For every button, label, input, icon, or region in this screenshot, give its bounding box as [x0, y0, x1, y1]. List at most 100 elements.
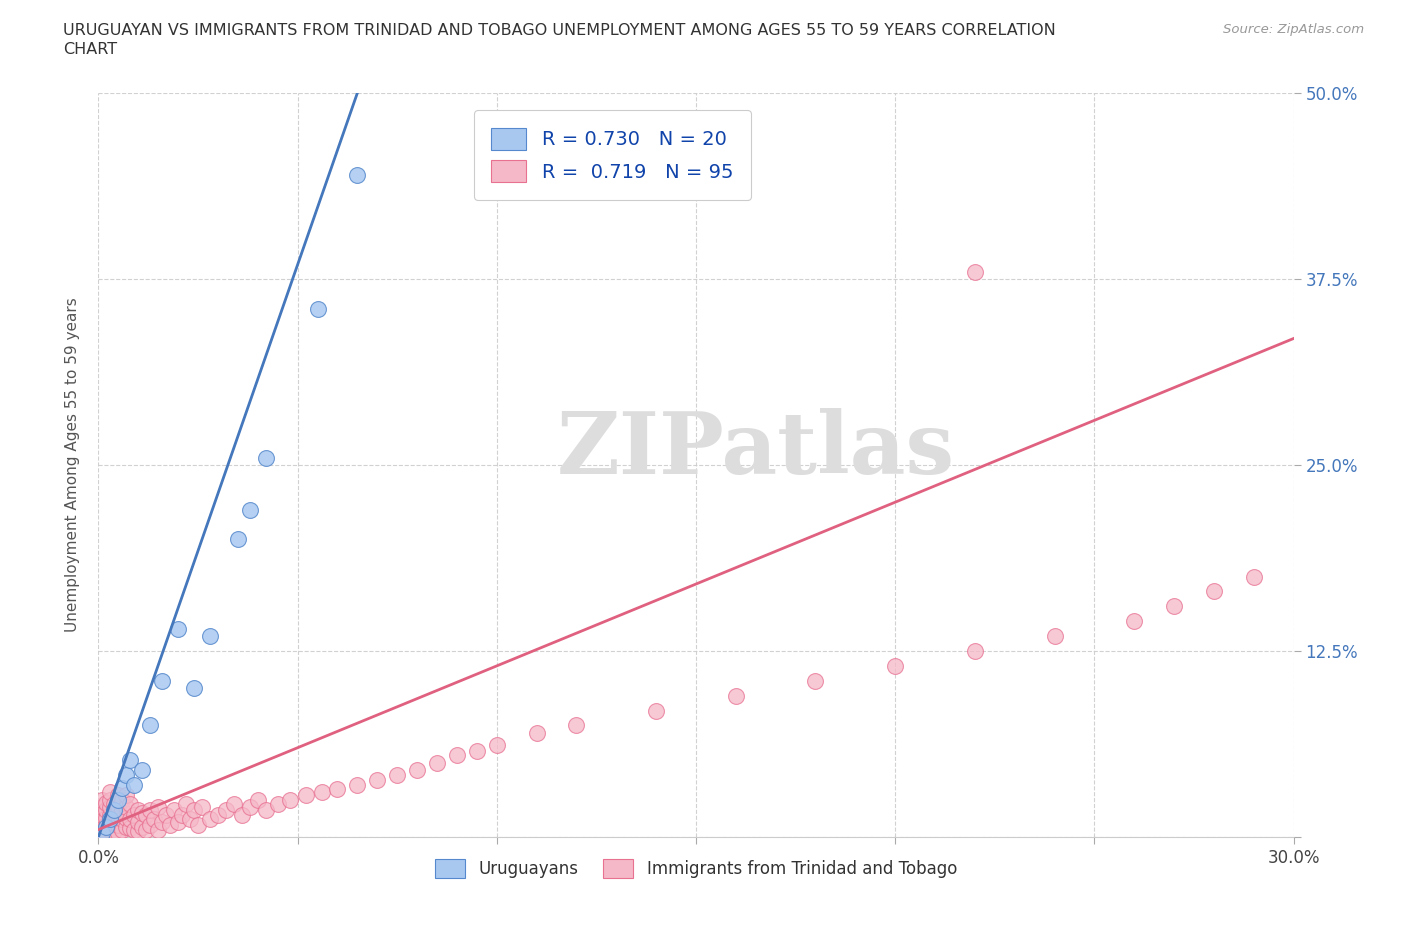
Point	[91, 792, 114, 807]
Point	[131, 763, 153, 777]
Point	[103, 803, 125, 817]
Point	[91, 807, 114, 822]
Point	[120, 820, 142, 835]
Point	[91, 815, 114, 830]
Point	[963, 264, 986, 279]
Point	[115, 767, 138, 782]
Text: CHART: CHART	[63, 42, 117, 57]
Point	[226, 532, 249, 547]
Point	[98, 815, 122, 830]
Point	[127, 803, 149, 817]
Point	[179, 812, 201, 827]
Point	[198, 629, 221, 644]
Point	[120, 752, 142, 767]
Point	[246, 792, 269, 807]
Text: URUGUAYAN VS IMMIGRANTS FROM TRINIDAD AND TOBAGO UNEMPLOYMENT AMONG AGES 55 TO 5: URUGUAYAN VS IMMIGRANTS FROM TRINIDAD AN…	[63, 23, 1056, 38]
Point	[143, 812, 166, 827]
Point	[124, 807, 146, 822]
Point	[96, 810, 118, 825]
Point	[115, 819, 138, 834]
Point	[385, 767, 409, 782]
Point	[96, 817, 118, 832]
Point	[1243, 569, 1265, 584]
Point	[254, 450, 277, 465]
Point	[239, 800, 262, 815]
Point	[107, 788, 129, 803]
Point	[98, 800, 122, 815]
Point	[148, 800, 170, 815]
Legend: Uruguayans, Immigrants from Trinidad and Tobago: Uruguayans, Immigrants from Trinidad and…	[429, 852, 963, 884]
Point	[103, 797, 125, 812]
Point	[131, 819, 153, 834]
Point	[172, 807, 194, 822]
Point	[311, 785, 333, 800]
Point	[565, 718, 588, 733]
Point	[198, 812, 221, 827]
Point	[963, 644, 986, 658]
Point	[107, 825, 129, 840]
Point	[163, 803, 186, 817]
Point	[111, 792, 134, 807]
Point	[91, 825, 114, 840]
Point	[1123, 614, 1146, 629]
Point	[103, 824, 125, 839]
Point	[107, 800, 129, 815]
Point	[135, 822, 157, 837]
Point	[127, 824, 149, 839]
Point	[294, 788, 316, 803]
Point	[107, 809, 129, 824]
Point	[465, 743, 488, 758]
Point	[326, 782, 349, 797]
Point	[96, 819, 118, 834]
Point	[96, 825, 118, 840]
Point	[174, 797, 197, 812]
Point	[207, 807, 229, 822]
Point	[115, 788, 138, 803]
Point	[120, 812, 142, 827]
Point	[278, 792, 301, 807]
Point	[98, 785, 122, 800]
Point	[183, 681, 205, 696]
Point	[98, 807, 122, 822]
Text: Source: ZipAtlas.com: Source: ZipAtlas.com	[1223, 23, 1364, 36]
Point	[1202, 584, 1225, 599]
Point	[124, 777, 146, 792]
Text: ZIPatlas: ZIPatlas	[557, 408, 955, 492]
Point	[91, 800, 114, 815]
Point	[107, 792, 129, 807]
Point	[111, 803, 134, 817]
Point	[645, 703, 668, 718]
Point	[167, 815, 190, 830]
Point	[346, 167, 368, 182]
Point	[98, 792, 122, 807]
Point	[111, 812, 134, 827]
Point	[111, 780, 134, 795]
Point	[724, 688, 747, 703]
Point	[124, 822, 146, 837]
Point	[98, 812, 122, 827]
Point	[239, 502, 262, 517]
Point	[103, 805, 125, 820]
Point	[526, 725, 548, 740]
Point	[366, 773, 388, 788]
Point	[1163, 599, 1185, 614]
Point	[96, 795, 118, 810]
Point	[231, 807, 253, 822]
Point	[804, 673, 827, 688]
Point	[135, 807, 157, 822]
Point	[98, 822, 122, 837]
Point	[159, 817, 181, 832]
Point	[1043, 629, 1066, 644]
Point	[191, 800, 214, 815]
Y-axis label: Unemployment Among Ages 55 to 59 years: Unemployment Among Ages 55 to 59 years	[65, 298, 80, 632]
Point	[127, 815, 149, 830]
Point	[115, 800, 138, 815]
Point	[150, 673, 173, 688]
Point	[103, 817, 125, 831]
Point	[254, 803, 277, 817]
Point	[107, 817, 129, 832]
Point	[96, 803, 118, 817]
Point	[131, 805, 153, 820]
Point	[167, 621, 190, 636]
Point	[115, 810, 138, 825]
